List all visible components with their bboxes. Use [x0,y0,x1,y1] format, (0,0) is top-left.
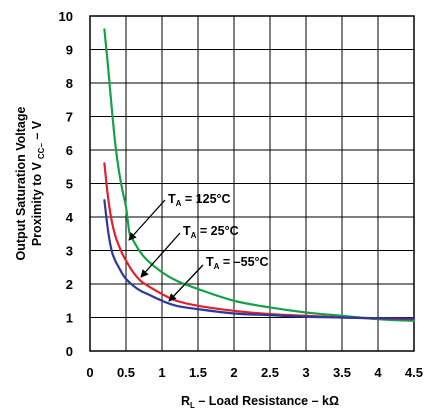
series-lines [103,28,416,322]
x-tick-labels: 0 0.5 1 1.5 2 2.5 3 3.5 4 4.5 [86,365,423,380]
y-tick-label: 5 [66,177,73,192]
x-tick-label: 0 [86,365,93,380]
y-tick-label: 10 [59,9,73,24]
y-axis-title-line2: Proximity to VCC– – V [30,120,46,246]
annotation-label: TA = 25°C [183,224,239,240]
x-tick-label: 4.5 [405,365,423,380]
x-tick-label: 1 [158,365,165,380]
x-tick-label: 3.5 [333,365,351,380]
y-tick-label: 1 [66,311,73,326]
y-tick-label: 2 [66,277,73,292]
x-tick-label: 2.5 [261,365,279,380]
y-tick-label: 8 [66,76,73,91]
x-tick-label: 2 [230,365,237,380]
series-line-0 [103,28,416,322]
series-line-2 [103,199,416,320]
annotation-label: TA = –55°C [206,255,269,271]
x-tick-label: 0.5 [117,365,135,380]
grid [89,15,415,352]
y-tick-label: 0 [66,344,73,359]
x-tick-label: 4 [374,365,382,380]
x-axis-title: RL – Load Resistance – kΩ [181,394,339,410]
y-tick-label: 7 [66,110,73,125]
y-tick-labels: 0 1 2 3 4 5 6 7 8 9 10 [59,9,74,359]
axis-titles: RL – Load Resistance – kΩ Output Saturati… [14,106,339,410]
annotation-arrow [168,264,204,302]
y-tick-label: 4 [66,210,74,225]
plot-frame [89,15,415,352]
annotation-arrow [128,199,166,241]
annotation-arrow [140,232,181,278]
x-tick-label: 3 [302,365,309,380]
y-axis-title-line1: Output Saturation Voltage [14,106,28,260]
y-tick-label: 9 [66,43,73,58]
y-tick-label: 6 [66,143,73,158]
annotations: TA = 125°C TA = 25°C TA = –55°C [128,192,269,302]
annotation-label: TA = 125°C [168,192,231,208]
x-tick-label: 1.5 [189,365,207,380]
y-tick-label: 3 [66,244,73,259]
